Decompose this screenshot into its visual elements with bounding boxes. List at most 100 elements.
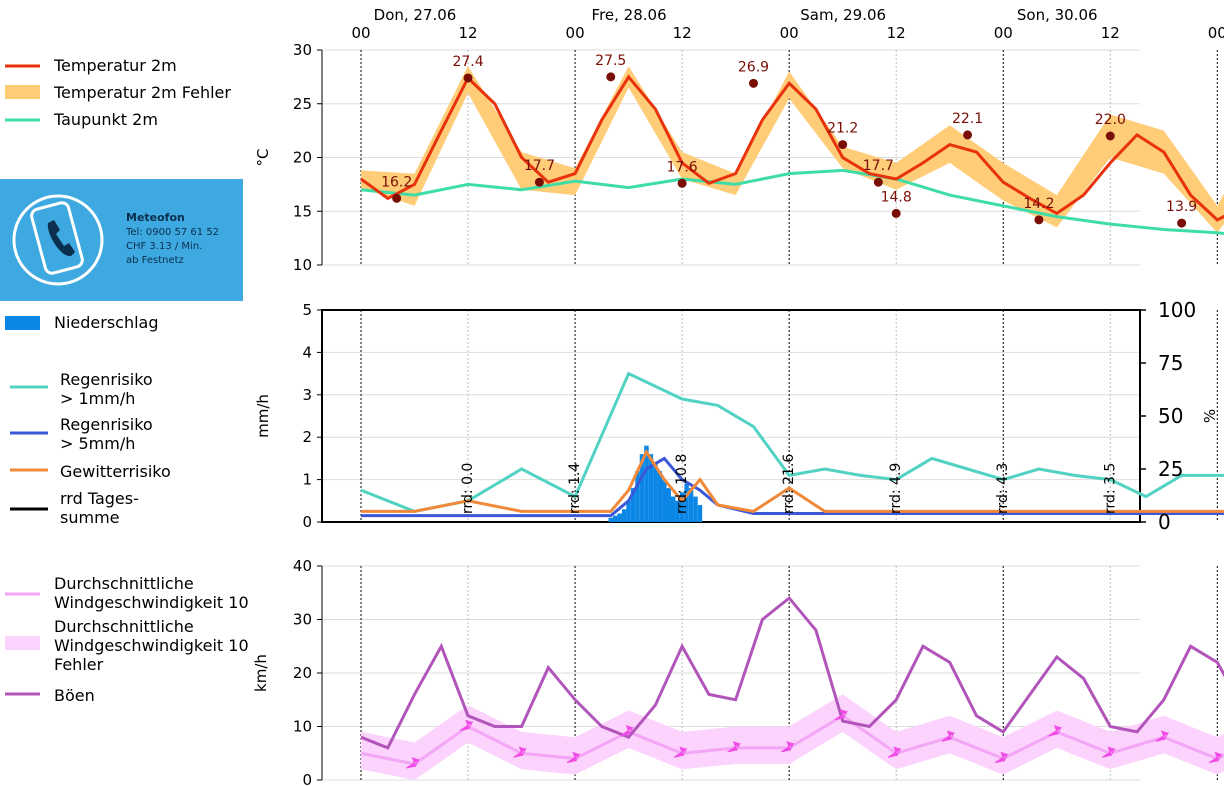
y2-tick-label: 75: [1158, 351, 1183, 375]
wind-direction-arrow: [834, 708, 848, 721]
temperature-extreme-marker: [963, 130, 973, 140]
wind-direction-arrow: [620, 725, 634, 737]
y-tick-label: 0: [302, 771, 312, 786]
rrd-label: rrd: 4.9: [888, 463, 904, 514]
precipitation-bar: [608, 517, 613, 522]
y-axis-label: mm/h: [254, 394, 272, 438]
y-tick-label: 30: [293, 41, 312, 59]
legend-precipitation-swatch: [5, 316, 40, 330]
y-axis-label: °C: [254, 149, 272, 167]
temperature-extreme-label: 21.2: [827, 121, 858, 137]
precipitation-bar: [657, 471, 663, 522]
y2-tick-label: 50: [1158, 404, 1183, 428]
date-label: Don, 27.06: [374, 6, 457, 24]
precipitation-bar: [666, 488, 671, 522]
temperature-extreme-label: 13.9: [1166, 199, 1197, 215]
precipitation-bar: [639, 454, 645, 522]
legend-rain-risk-5mm-label: Regenrisiko > 5mm/h: [60, 415, 153, 453]
precipitation-bar: [648, 454, 654, 522]
legend-precipitation-label: Niederschlag: [54, 313, 159, 332]
gusts-line: [360, 596, 1224, 750]
temperature-extreme-label: 16.2: [381, 174, 412, 190]
temperature-extreme-label: 17.7: [524, 158, 555, 174]
precipitation-bar: [617, 513, 622, 522]
hour-label: 12: [1101, 24, 1120, 42]
legend-temperature-label: Temperatur 2m: [54, 56, 177, 75]
precipitation-bar: [630, 488, 636, 522]
y-tick-label: 3: [302, 386, 312, 404]
legend-wind-error-label: Durchschnittliche Windgeschwindigkeit 10…: [54, 617, 249, 674]
ad-price: CHF 3.13 / Min.: [126, 241, 203, 252]
temperature-extreme-marker: [1034, 215, 1044, 225]
y2-tick-label: 100: [1158, 298, 1196, 322]
hour-label: 00: [351, 24, 370, 42]
y-tick-label: 15: [293, 202, 312, 220]
legend-rain-risk-1mm-label: Regenrisiko > 1mm/h: [60, 370, 153, 408]
temperature-extreme-marker: [838, 140, 848, 150]
wind-direction-arrow: [887, 746, 902, 758]
y2-tick-label: 25: [1158, 457, 1183, 481]
temperature-extreme-label: 14.2: [1023, 196, 1054, 212]
y-tick-label: 10: [293, 256, 312, 274]
wind-direction-arrow: [1048, 725, 1063, 737]
legend-wind-label: Durchschnittliche Windgeschwindigkeit 10: [54, 574, 249, 612]
y-tick-label: 30: [293, 611, 312, 629]
y-tick-label: 4: [302, 343, 312, 361]
precipitation-bar: [697, 505, 703, 522]
legend-rrd-label: rrd Tages- summe: [60, 489, 139, 527]
y-tick-label: 2: [302, 428, 312, 446]
rrd-label: rrd: 3.5: [1102, 463, 1118, 514]
legend-thunder-risk-label: Gewitterrisiko: [60, 462, 171, 481]
date-label: Son, 30.06: [1017, 6, 1098, 24]
hour-label: 12: [673, 24, 692, 42]
precipitation-bar: [675, 500, 680, 522]
precipitation-bar: [653, 462, 658, 522]
temperature-extreme-marker: [606, 72, 616, 82]
temperature-extreme-marker: [891, 208, 901, 218]
legend-gusts-label: Böen: [54, 686, 95, 705]
temperature-extreme-label: 27.4: [452, 54, 483, 70]
temperature-extreme-label: 22.0: [1095, 112, 1126, 128]
ad-title: Meteofon: [126, 211, 185, 224]
wind-direction-arrow: [513, 746, 527, 758]
hour-label: 00: [1208, 24, 1224, 42]
wind-direction-arrow: [406, 757, 420, 769]
y-axis-label: km/h: [252, 654, 270, 692]
temperature-extreme-marker: [463, 73, 473, 83]
temperature-extreme-label: 14.8: [881, 189, 912, 205]
temperature-extreme-marker: [1177, 218, 1187, 228]
date-label: Sam, 29.06: [800, 6, 886, 24]
temperature-extreme-marker: [1105, 131, 1115, 141]
thunder-risk-line: [361, 448, 1224, 513]
y-tick-label: 20: [293, 664, 312, 682]
y-tick-label: 25: [293, 95, 312, 113]
temperature-extreme-marker: [392, 193, 402, 203]
phone-icon: [12, 194, 104, 286]
precipitation-bar: [684, 483, 689, 522]
meteofon-ad[interactable]: Meteofon Tel: 0900 57 61 52 CHF 3.13 / M…: [0, 179, 243, 301]
wind-direction-arrow: [994, 751, 1009, 764]
wind-direction-arrow: [780, 741, 795, 753]
temperature-extreme-label: 27.5: [595, 53, 626, 69]
wind-direction-arrow: [727, 741, 741, 753]
ad-note: ab Festnetz: [126, 255, 184, 266]
precipitation-bar: [662, 479, 667, 522]
y-tick-label: 40: [293, 557, 312, 575]
wind-direction-arrow: [941, 730, 956, 742]
wind-direction-arrow: [1102, 746, 1116, 758]
temperature-extreme-label: 26.9: [738, 59, 769, 75]
y-tick-label: 0: [302, 513, 312, 531]
ad-phone: Tel: 0900 57 61 52: [126, 227, 220, 238]
temperature-extreme-label: 22.1: [952, 111, 983, 127]
y-tick-label: 1: [302, 471, 312, 489]
temperature-extreme-marker: [534, 177, 544, 187]
precipitation-bar: [670, 496, 676, 522]
legend-temperature-error-label: Temperatur 2m Fehler: [54, 83, 231, 102]
wind-direction-arrow: [566, 751, 581, 764]
temperature-extreme-label: 17.6: [667, 159, 698, 175]
rrd-label: rrd: 10.8: [674, 454, 690, 514]
rain-risk-5mm-line: [361, 456, 1224, 518]
rrd-label: rrd: 1.4: [567, 463, 583, 514]
temperature-extreme-marker: [748, 78, 758, 88]
